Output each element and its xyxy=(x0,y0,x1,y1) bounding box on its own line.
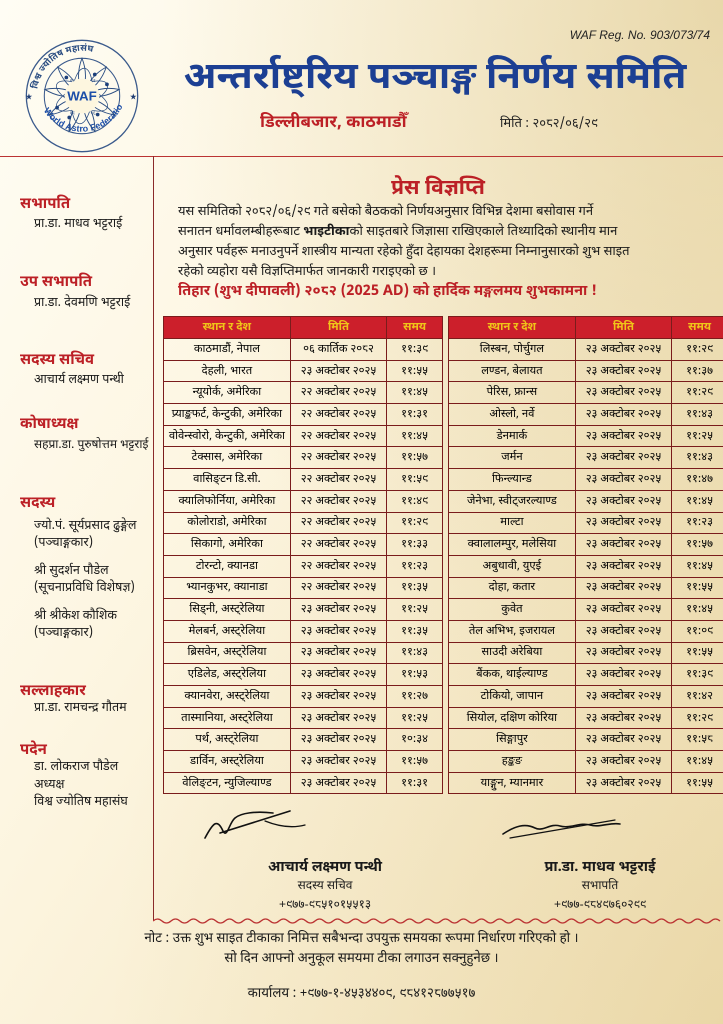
svg-text:९६: ९६ xyxy=(90,111,96,118)
svg-text:१२: १२ xyxy=(90,79,96,85)
svg-text:२०: २० xyxy=(70,79,76,85)
svg-text:★: ★ xyxy=(130,91,138,103)
svg-text:१९: १९ xyxy=(70,111,76,118)
svg-text:★: ★ xyxy=(25,91,33,103)
svg-text:WAF: WAF xyxy=(67,89,97,104)
